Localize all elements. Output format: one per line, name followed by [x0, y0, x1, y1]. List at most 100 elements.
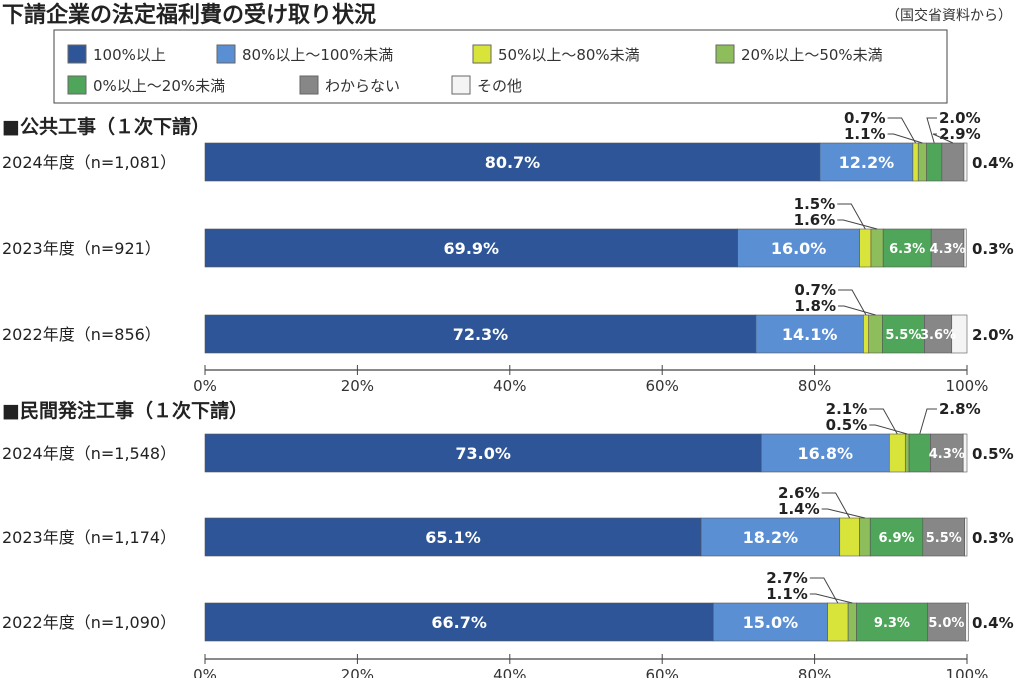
section-title: ■民間発注工事（１次下請）: [2, 399, 248, 422]
legend-swatch: [299, 75, 319, 95]
leader-line: [837, 219, 878, 230]
data-label: 2.7%: [766, 569, 808, 587]
bar-segment: [924, 314, 953, 354]
legend-swatch: [715, 44, 735, 64]
bar-segment: [963, 142, 968, 182]
plot-area: ■公共工事（１次下請） 2024年度（n=1,081） 80.7% 12.2% 0.4%…: [2, 109, 1014, 678]
data-label: 0.5%: [972, 445, 1014, 463]
legend-label: 50%以上～80%未満: [498, 46, 640, 64]
legend-swatch: [216, 44, 236, 64]
data-label: 80.7%: [485, 153, 541, 172]
bar-segment: [847, 602, 857, 642]
chart-title: 下請企業の法定福利費の受け取り状況: [2, 2, 376, 28]
data-label: 16.8%: [798, 444, 854, 463]
bar-segment: [926, 142, 943, 182]
data-label: 2.6%: [778, 484, 820, 502]
row-label: 2024年度（n=1,081）: [2, 153, 176, 172]
bar-segment: [859, 228, 872, 268]
legend: 100%以上 80%以上～100%未満 50%以上～80%未満 20%以上～50%未満…: [67, 44, 883, 95]
bar-segment: [882, 228, 932, 268]
bar-segment: [904, 433, 910, 473]
legend-label: 100%以上: [93, 46, 166, 64]
x-tick-label: 0%: [193, 377, 217, 395]
data-label: 3.6%: [920, 328, 956, 343]
source-note: （国交省資料から）: [886, 7, 1012, 24]
bar-segment: [882, 314, 925, 354]
bar-segment: [930, 433, 964, 473]
x-tick-label: 60%: [646, 666, 679, 678]
data-label: 5.0%: [928, 616, 964, 631]
data-label: 6.3%: [889, 242, 925, 257]
data-label: 72.3%: [453, 325, 509, 344]
data-label: 5.5%: [885, 328, 921, 343]
bar-segment: [888, 433, 906, 473]
x-tick-label: 80%: [798, 666, 831, 678]
data-label: 12.2%: [839, 153, 895, 172]
bar-segment: [856, 602, 928, 642]
bar-segment: [755, 314, 864, 354]
data-label: 0.4%: [972, 614, 1014, 632]
bar-segment: [204, 433, 762, 473]
data-label: 4.3%: [930, 242, 966, 257]
data-label: 0.7%: [844, 109, 886, 127]
bar-segment: [964, 517, 968, 557]
x-tick-label: 0%: [193, 666, 217, 678]
bar-segment: [962, 433, 968, 473]
leader-line: [869, 408, 898, 435]
legend-swatch: [67, 44, 87, 64]
leader-line: [887, 117, 917, 144]
x-tick-label: 40%: [493, 377, 526, 395]
leader-line: [838, 305, 876, 316]
data-label: 15.0%: [743, 613, 799, 632]
data-label: 6.9%: [878, 531, 914, 546]
bar-segment: [204, 602, 714, 642]
legend-label: わからない: [325, 77, 400, 95]
data-label: 2.0%: [939, 109, 981, 127]
leader-line: [837, 203, 866, 230]
x-tick-label: 100%: [946, 666, 989, 678]
row-label: 2023年度（n=921）: [2, 239, 161, 258]
bar-segment: [827, 602, 849, 642]
bar-segment: [908, 433, 931, 473]
x-tick-label: 20%: [341, 377, 374, 395]
section-title: ■公共工事（１次下請）: [2, 115, 210, 138]
bar-segment: [712, 602, 828, 642]
leader-line: [809, 577, 839, 604]
data-label: 0.7%: [794, 281, 836, 299]
data-label: 9.3%: [874, 616, 910, 631]
data-label: 65.1%: [425, 528, 481, 547]
bar-segment: [963, 228, 967, 268]
legend-label: 0%以上～20%未満: [93, 77, 225, 95]
legend-label: その他: [477, 77, 522, 95]
data-label: 2.9%: [939, 125, 981, 143]
data-label: 1.1%: [844, 125, 886, 143]
data-label: 18.2%: [743, 528, 799, 547]
bar-segment: [912, 142, 919, 182]
data-label: 69.9%: [444, 239, 500, 258]
bar-segment: [869, 517, 924, 557]
legend-box: [53, 29, 948, 104]
data-label: 1.4%: [778, 500, 820, 518]
bar-segment: [922, 517, 966, 557]
bar-segment: [700, 517, 841, 557]
row-label: 2024年度（n=1,548）: [2, 444, 176, 463]
x-tick-label: 80%: [798, 377, 831, 395]
data-label: 1.6%: [794, 211, 836, 229]
bar-segment: [917, 142, 927, 182]
data-label: 1.8%: [794, 297, 836, 315]
data-label: 16.0%: [771, 239, 827, 258]
bar-segment: [941, 142, 965, 182]
legend-label: 20%以上～50%未満: [741, 46, 883, 64]
bar-segment: [965, 602, 969, 642]
bar-segment: [737, 228, 860, 268]
leader-line: [932, 133, 954, 144]
x-tick-label: 60%: [646, 377, 679, 395]
data-label: 2.8%: [939, 400, 981, 418]
leader-line: [869, 424, 908, 435]
bar-segment: [204, 314, 757, 354]
x-tick-label: 40%: [493, 666, 526, 678]
bar-segment: [927, 602, 966, 642]
data-label: 0.4%: [972, 154, 1014, 172]
data-label: 1.5%: [794, 195, 836, 213]
